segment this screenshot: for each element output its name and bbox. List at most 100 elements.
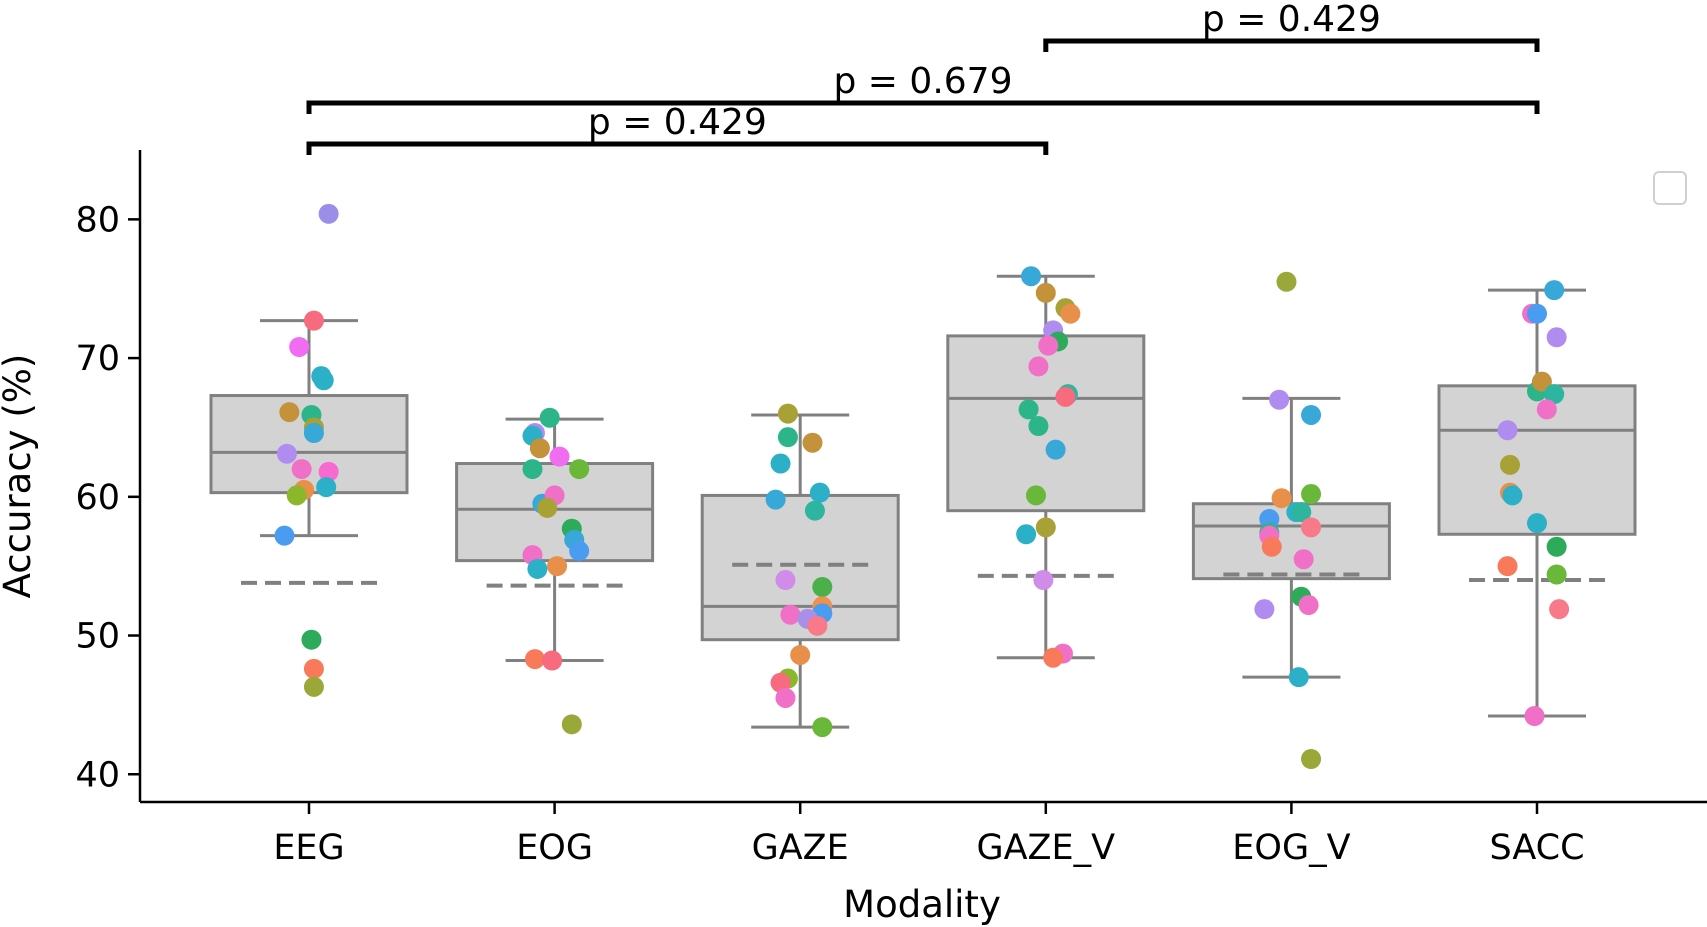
data-point bbox=[1055, 386, 1076, 407]
data-point bbox=[1269, 389, 1290, 410]
data-point bbox=[1497, 556, 1518, 577]
y-tick-label: 60 bbox=[75, 478, 120, 518]
data-point bbox=[539, 407, 560, 428]
x-tick-label: SACC bbox=[1489, 828, 1584, 868]
p-value-label: p = 0.429 bbox=[588, 102, 767, 143]
bracket-line bbox=[306, 141, 1049, 155]
data-point bbox=[1060, 303, 1081, 324]
x-axis-title: Modality bbox=[843, 883, 1001, 926]
data-point bbox=[569, 540, 590, 561]
boxplot-gaze bbox=[700, 413, 900, 729]
data-point bbox=[279, 402, 300, 423]
data-point bbox=[1549, 599, 1570, 620]
data-point bbox=[318, 203, 339, 224]
data-point bbox=[561, 714, 582, 735]
data-point bbox=[812, 576, 833, 597]
data-point bbox=[1291, 502, 1312, 523]
data-point bbox=[780, 604, 801, 625]
p-value-label: p = 0.429 bbox=[1202, 0, 1381, 40]
x-tick-label: EEG bbox=[273, 828, 344, 868]
data-point bbox=[1531, 371, 1552, 392]
axis-ticks: 40 50 60 70 80 EEG EOG GAZE GAZE_V EOG_V SACC bbox=[75, 200, 1584, 868]
y-axis-title: Accuracy (%) bbox=[0, 354, 39, 599]
data-point bbox=[1016, 524, 1037, 545]
legend-box[interactable] bbox=[1653, 171, 1687, 205]
data-point bbox=[1043, 647, 1064, 668]
data-point bbox=[1301, 517, 1322, 538]
axes bbox=[138, 150, 1707, 804]
data-point bbox=[1536, 399, 1557, 420]
significance-bracket: p = 0.429 bbox=[306, 102, 1049, 155]
y-tick-label: 50 bbox=[75, 617, 120, 657]
data-point bbox=[537, 497, 558, 518]
data-point bbox=[1497, 420, 1518, 441]
data-point bbox=[529, 438, 550, 459]
x-tick-label: EOG_V bbox=[1232, 828, 1350, 868]
y-tick-label: 70 bbox=[75, 339, 120, 379]
data-point bbox=[1259, 509, 1280, 530]
data-point bbox=[1271, 488, 1292, 509]
significance-bracket: p = 0.429 bbox=[1043, 0, 1540, 52]
data-point bbox=[316, 477, 337, 498]
y-tick-label: 80 bbox=[75, 200, 120, 240]
data-point bbox=[547, 556, 568, 577]
data-point bbox=[1301, 748, 1322, 769]
data-point bbox=[1301, 484, 1322, 505]
data-point bbox=[775, 570, 796, 591]
data-point bbox=[777, 427, 798, 448]
data-point bbox=[301, 629, 322, 650]
data-point bbox=[549, 446, 570, 467]
x-tick-label: GAZE bbox=[752, 828, 849, 868]
data-point bbox=[1499, 454, 1520, 475]
data-point bbox=[802, 432, 823, 453]
data-point bbox=[286, 485, 307, 506]
data-point bbox=[303, 676, 324, 697]
data-point bbox=[1527, 513, 1547, 534]
y-tick-label: 40 bbox=[75, 755, 120, 795]
data-point bbox=[777, 403, 798, 424]
data-point bbox=[1045, 439, 1066, 460]
significance-annotations: p = 0.429 p = 0.679 p = 0.429 bbox=[306, 0, 1540, 155]
data-point bbox=[770, 672, 791, 693]
data-point bbox=[770, 453, 791, 474]
data-point bbox=[1546, 536, 1567, 557]
data-point bbox=[1028, 416, 1049, 437]
data-point bbox=[274, 525, 295, 546]
data-point bbox=[790, 644, 811, 665]
data-point bbox=[1018, 399, 1039, 420]
bracket-line bbox=[306, 100, 1540, 114]
data-point bbox=[1021, 266, 1042, 287]
data-point bbox=[569, 459, 590, 480]
data-point bbox=[289, 336, 310, 357]
data-points bbox=[274, 203, 1570, 769]
data-point bbox=[1298, 595, 1319, 616]
data-point bbox=[303, 310, 324, 331]
boxplot-eeg bbox=[209, 319, 409, 585]
data-point bbox=[1546, 564, 1567, 585]
data-point bbox=[1035, 282, 1056, 303]
data-point bbox=[804, 500, 825, 521]
data-point bbox=[807, 615, 828, 636]
data-point bbox=[1035, 517, 1056, 538]
data-point bbox=[527, 558, 548, 579]
data-point bbox=[291, 459, 312, 480]
bracket-line bbox=[1043, 38, 1540, 52]
data-point bbox=[524, 649, 545, 670]
data-point bbox=[1288, 667, 1309, 688]
data-point bbox=[1028, 356, 1049, 377]
data-point bbox=[775, 687, 796, 708]
data-point bbox=[303, 422, 324, 443]
data-point bbox=[1261, 536, 1282, 557]
data-point bbox=[542, 650, 563, 671]
data-point bbox=[1254, 599, 1275, 620]
data-point bbox=[1033, 570, 1054, 591]
data-point bbox=[1527, 303, 1547, 324]
boxplot-sacc bbox=[1437, 288, 1637, 718]
x-tick-label: EOG bbox=[516, 828, 593, 868]
x-tick-label: GAZE_V bbox=[976, 828, 1115, 868]
boxplot-eog-v bbox=[1191, 396, 1391, 679]
p-value-label: p = 0.679 bbox=[834, 61, 1013, 102]
data-point bbox=[1038, 335, 1059, 356]
data-point bbox=[1502, 485, 1523, 506]
